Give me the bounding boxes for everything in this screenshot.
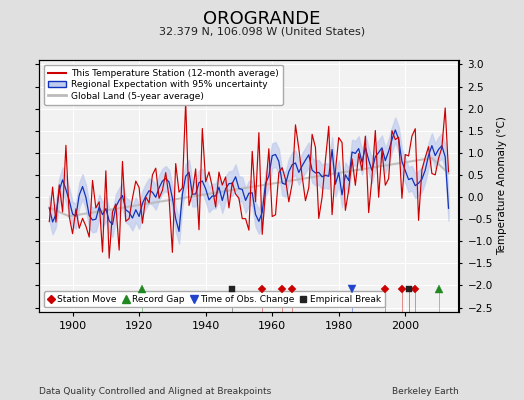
Text: OROGRANDE: OROGRANDE xyxy=(203,10,321,28)
Text: Data Quality Controlled and Aligned at Breakpoints: Data Quality Controlled and Aligned at B… xyxy=(39,387,271,396)
Legend: Station Move, Record Gap, Time of Obs. Change, Empirical Break: Station Move, Record Gap, Time of Obs. C… xyxy=(44,291,385,308)
Text: Berkeley Earth: Berkeley Earth xyxy=(392,387,458,396)
Y-axis label: Temperature Anomaly (°C): Temperature Anomaly (°C) xyxy=(497,116,507,256)
Text: 32.379 N, 106.098 W (United States): 32.379 N, 106.098 W (United States) xyxy=(159,26,365,36)
